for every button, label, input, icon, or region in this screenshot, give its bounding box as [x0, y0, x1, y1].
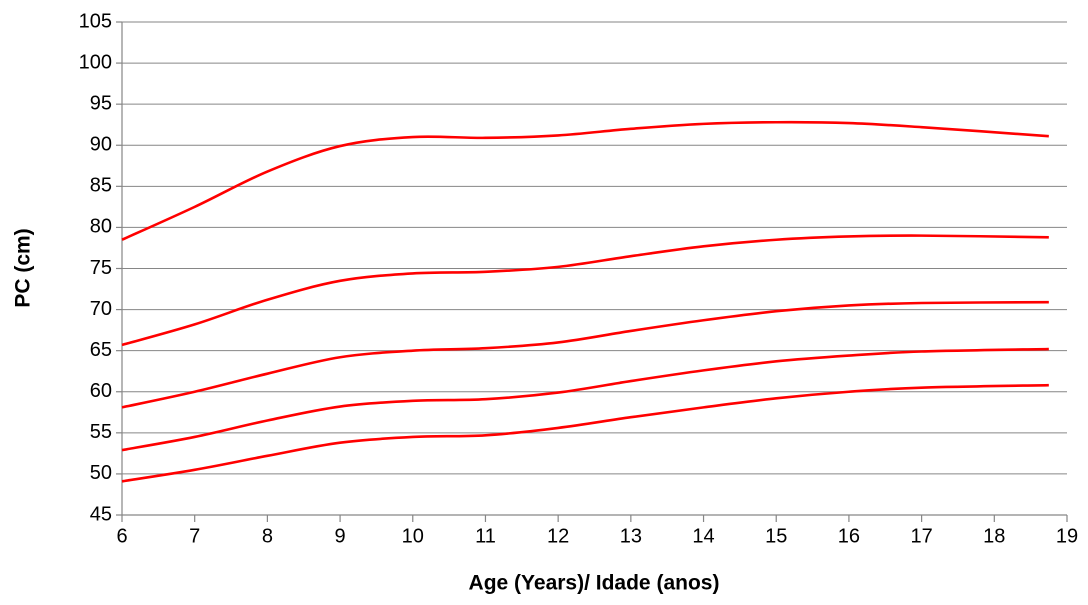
x-axis-title: Age (Years)/ Idade (anos) [469, 572, 720, 595]
y-tick-label: 80 [90, 216, 112, 238]
x-tick-label: 19 [1056, 525, 1078, 547]
x-tick-label: 6 [116, 525, 127, 547]
line [121, 347, 1049, 452]
line [121, 120, 1049, 241]
x-tick-label: 16 [838, 525, 860, 547]
y-tick-label: 90 [90, 134, 112, 156]
y-tick-label: 45 [90, 503, 112, 525]
y-tick-label: 60 [90, 380, 112, 402]
x-tick-label: 14 [692, 525, 714, 547]
y-axis-title: PC (cm) [12, 228, 35, 307]
y-tick-label: 100 [79, 51, 112, 73]
x-tick-label: 18 [983, 525, 1005, 547]
x-tick-label: 9 [335, 525, 346, 547]
line [121, 300, 1049, 409]
x-tick-label: 10 [402, 525, 424, 547]
x-tick-label: 7 [189, 525, 200, 547]
line [121, 234, 1049, 347]
x-tick-label: 15 [765, 525, 787, 547]
y-tick-label: 55 [90, 421, 112, 443]
x-tick-label: 11 [475, 525, 496, 547]
x-tick-label: 13 [620, 525, 642, 547]
y-tick-label: 85 [90, 175, 112, 197]
x-tick-label: 17 [910, 525, 932, 547]
y-tick-label: 95 [90, 92, 112, 114]
x-tick-label: 12 [547, 525, 569, 547]
y-tick-label: 65 [90, 339, 112, 361]
y-tick-label: 105 [79, 10, 112, 32]
y-tick-label: 50 [90, 462, 112, 484]
x-tick-label: 8 [262, 525, 273, 547]
y-tick-label: 70 [90, 298, 112, 320]
y-tick-label: 75 [90, 257, 112, 279]
line [121, 383, 1049, 483]
